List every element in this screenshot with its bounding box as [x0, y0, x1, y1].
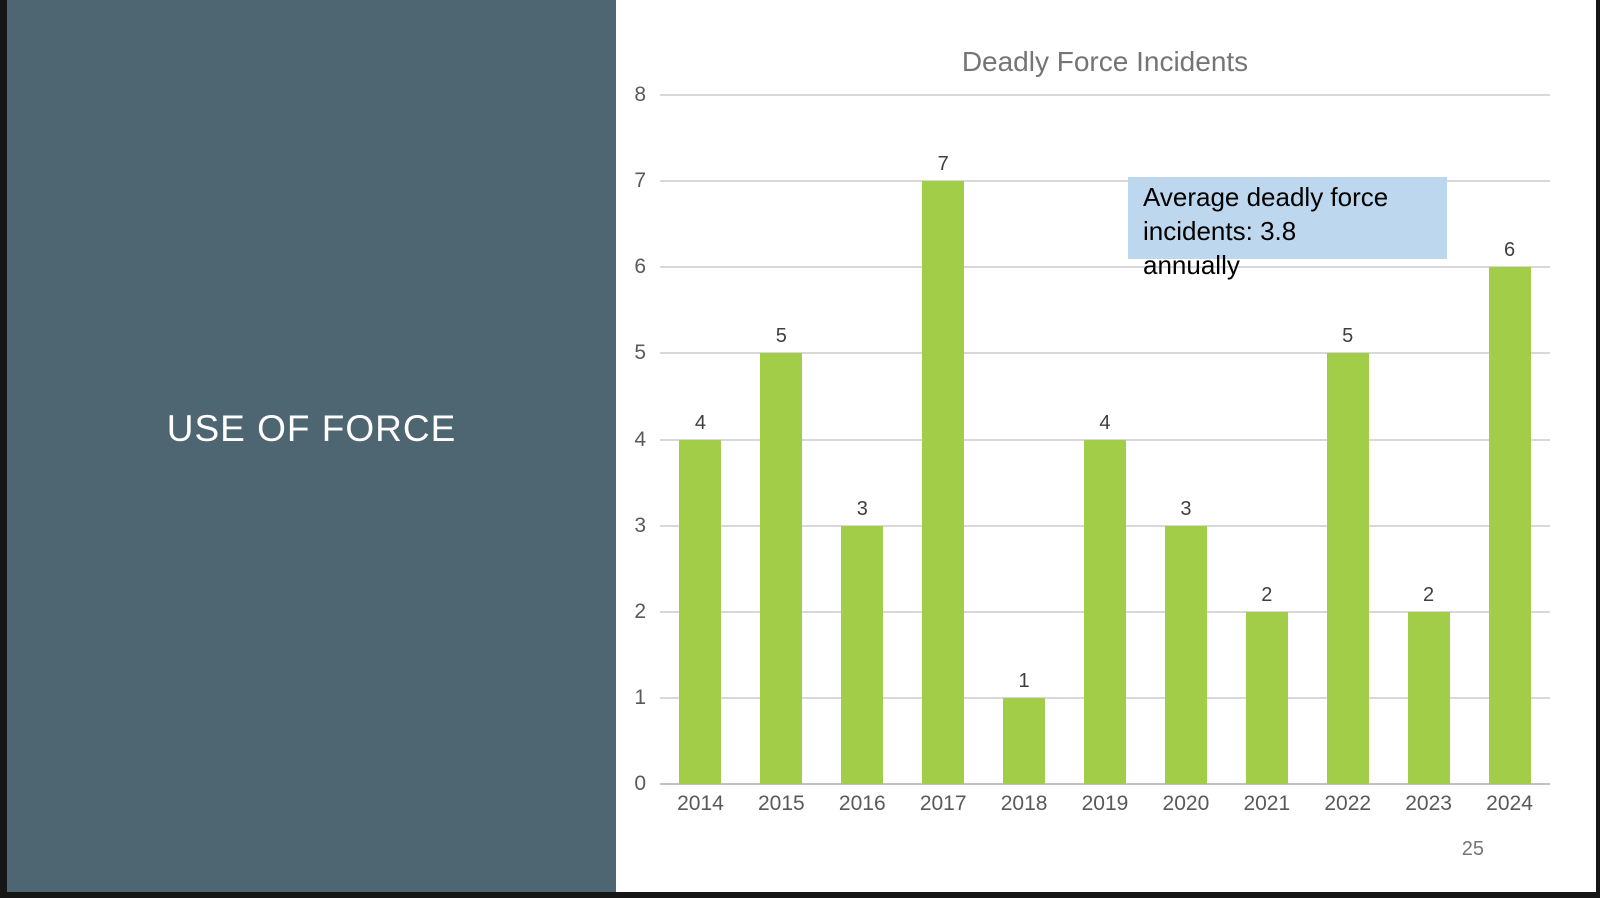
bar-band-2014: 4	[660, 95, 741, 784]
left-panel: USE OF FORCE	[7, 0, 616, 892]
bar-value-label-2020: 3	[1180, 497, 1192, 520]
bar-band-2020: 3	[1145, 95, 1226, 784]
x-tick-label-2015: 2015	[758, 792, 805, 815]
bar-value-label-2023: 2	[1423, 583, 1435, 606]
bar-value-label-2017: 7	[937, 153, 949, 176]
x-tick-label-2024: 2024	[1486, 792, 1533, 815]
bar-2023: 2	[1407, 584, 1450, 784]
x-tick-label-2023: 2023	[1405, 792, 1452, 815]
y-tick-label-3: 3	[634, 513, 646, 537]
gridline-7	[660, 180, 1550, 183]
y-tick-label-7: 7	[634, 169, 646, 193]
bar-value-label-2016: 3	[856, 497, 868, 520]
slide: USE OF FORCE Deadly Force Incidents 0 1 2 3…	[7, 0, 1596, 892]
gridline-0	[660, 783, 1550, 785]
gridline-6	[660, 266, 1550, 269]
y-tick-label-5: 5	[634, 341, 646, 365]
bar-band-2021: 2	[1226, 95, 1307, 784]
gridline-8	[660, 94, 1550, 96]
bar-band-2022: 5	[1307, 95, 1388, 784]
bar-2018: 1	[1003, 670, 1046, 784]
x-axis: 2014 2015 2016 2017 2018 2019 2020 2021 2022 2023…	[660, 792, 1550, 816]
y-tick-label-2: 2	[634, 599, 646, 623]
y-tick-label-1: 1	[634, 685, 646, 709]
x-tick-label-2022: 2022	[1324, 792, 1372, 815]
x-tick-label-2021: 2021	[1243, 792, 1291, 815]
slide-title: USE OF FORCE	[166, 408, 457, 449]
bars-row: 4 5 3 7 1 4 3 2 5 2 6	[660, 95, 1550, 784]
bar-band-2015: 5	[741, 95, 822, 784]
bar-band-2018: 1	[984, 95, 1065, 784]
annotation-line-1: Average deadly force	[1143, 182, 1389, 212]
bar-value-label-2024: 6	[1503, 239, 1516, 262]
right-panel: Deadly Force Incidents 0 1 2 3 4 5 6 7 8 4 5 3 7 1 4 3 2…	[616, 0, 1596, 892]
y-tick-label-6: 6	[634, 255, 646, 279]
y-tick-label-0: 0	[634, 772, 646, 795]
x-tick-label-2019: 2019	[1081, 792, 1129, 815]
annotation-text: Average deadly force incidents: 3.8 annu…	[1143, 180, 1463, 282]
x-tick-label-2018: 2018	[1000, 792, 1048, 815]
plot-area: 0 1 2 3 4 5 6 7 8 4 5 3 7 1 4 3 2 5 2 6 2014 2015 2016 2017 2018…	[634, 83, 1550, 815]
annotation-line-3: annually	[1143, 250, 1240, 280]
bar-2024: 6	[1488, 239, 1531, 784]
bar-value-label-2014: 4	[694, 411, 707, 434]
bar-2015: 5	[760, 325, 803, 784]
bar-2022: 5	[1326, 325, 1369, 784]
x-tick-label-2017: 2017	[919, 792, 967, 815]
bar-value-label-2019: 4	[1099, 411, 1111, 434]
x-tick-label-2020: 2020	[1162, 792, 1210, 815]
x-tick-label-2016: 2016	[838, 792, 886, 815]
annotation-line-2: incidents: 3.8	[1143, 216, 1297, 246]
bar-value-label-2018: 1	[1018, 669, 1030, 692]
bar-chart: Deadly Force Incidents 0 1 2 3 4 5 6 7 8 4 5 3 7 1 4 3 2…	[634, 0, 1550, 892]
bar-band-2019: 4	[1065, 95, 1146, 784]
bar-2020: 3	[1164, 498, 1207, 784]
bar-band-2024: 6	[1469, 95, 1550, 784]
annotation-highlight	[1128, 177, 1447, 259]
bar-2021: 2	[1245, 584, 1288, 784]
y-tick-label-4: 4	[634, 427, 646, 451]
bar-2016: 3	[841, 498, 884, 784]
bar-value-label-2015: 5	[775, 325, 787, 348]
bar-band-2017: 7	[903, 95, 984, 784]
bar-2019: 4	[1083, 412, 1126, 784]
bar-value-label-2022: 5	[1342, 325, 1354, 348]
chart-title: Deadly Force Incidents	[961, 46, 1249, 77]
y-tick-label-8: 8	[634, 83, 646, 106]
page-number: 25	[1461, 838, 1484, 860]
bar-value-label-2021: 2	[1261, 583, 1273, 606]
gridline-5	[660, 352, 1550, 355]
bar-2014: 4	[679, 412, 722, 784]
bar-band-2016: 3	[822, 95, 903, 784]
x-tick-label-2014: 2014	[677, 792, 724, 815]
bar-band-2023: 2	[1388, 95, 1469, 784]
bar-2017: 7	[922, 153, 965, 784]
